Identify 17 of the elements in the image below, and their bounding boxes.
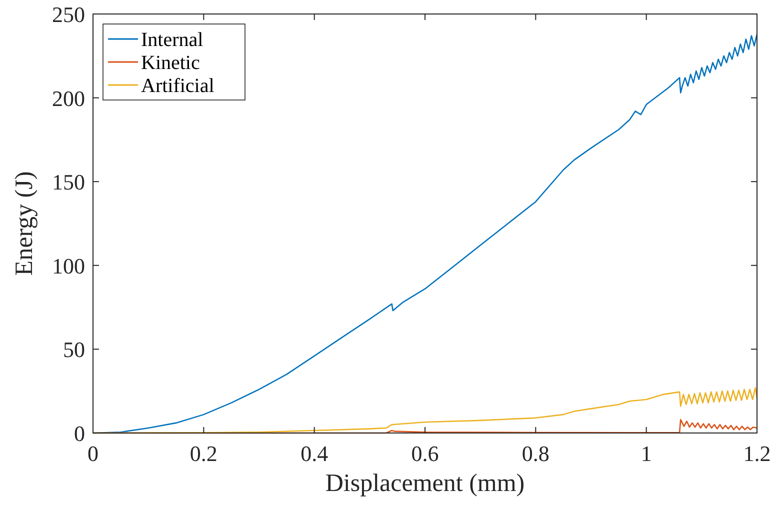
legend-label: Artificial <box>141 75 215 97</box>
y-tick-label: 250 <box>52 2 85 27</box>
x-tick-label: 0.2 <box>190 441 218 466</box>
y-tick-label: 100 <box>52 253 85 278</box>
x-tick-label: 1 <box>640 441 652 466</box>
y-axis-title: Energy (J) <box>11 171 38 276</box>
x-tick-label: 1.2 <box>743 441 771 466</box>
x-tick-label: 0.8 <box>522 441 550 466</box>
y-tick-label: 150 <box>52 170 85 195</box>
x-axis-title: Displacement (mm) <box>325 470 525 497</box>
x-tick-label: 0.4 <box>300 441 328 466</box>
x-tick-label: 0.6 <box>411 441 439 466</box>
y-tick-label: 200 <box>52 86 85 111</box>
legend-label: Internal <box>141 29 204 51</box>
legend-label: Kinetic <box>141 52 200 74</box>
y-tick-label: 0 <box>74 421 85 446</box>
y-tick-label: 50 <box>63 337 85 362</box>
